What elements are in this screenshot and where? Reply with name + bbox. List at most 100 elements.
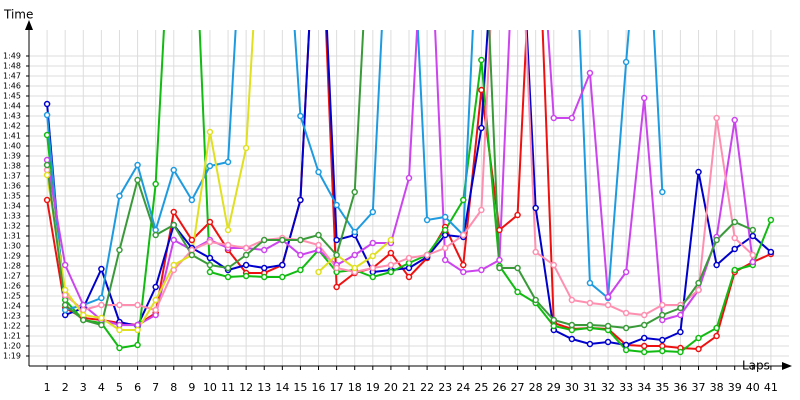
point bbox=[405, 254, 413, 262]
y-tick-label: 1:23 bbox=[3, 312, 21, 321]
point bbox=[116, 344, 123, 352]
point bbox=[731, 116, 738, 124]
point bbox=[478, 86, 485, 94]
point bbox=[369, 239, 377, 247]
point bbox=[134, 301, 141, 309]
point bbox=[351, 228, 358, 236]
point bbox=[224, 158, 232, 166]
point bbox=[622, 324, 630, 332]
y-tick-label: 1:27 bbox=[3, 272, 21, 281]
x-axis-title: Laps bbox=[742, 359, 770, 373]
point bbox=[640, 94, 648, 102]
x-tick-label: 12 bbox=[239, 381, 253, 394]
point bbox=[550, 322, 558, 330]
point bbox=[43, 111, 51, 119]
point bbox=[170, 221, 178, 229]
point bbox=[713, 114, 720, 122]
point bbox=[496, 256, 503, 264]
point bbox=[134, 326, 141, 334]
point bbox=[206, 268, 214, 276]
point bbox=[333, 264, 340, 272]
point bbox=[116, 192, 123, 200]
point bbox=[640, 321, 648, 329]
y-tick-label: 1:22 bbox=[3, 322, 21, 331]
x-tick-label: 6 bbox=[134, 381, 141, 394]
point bbox=[315, 268, 322, 276]
x-tick-label: 10 bbox=[203, 381, 217, 394]
point bbox=[279, 236, 286, 244]
point bbox=[43, 171, 51, 179]
point bbox=[351, 251, 358, 259]
point bbox=[713, 261, 720, 269]
point bbox=[767, 216, 775, 224]
point bbox=[640, 348, 648, 356]
y-tick-label: 1:37 bbox=[3, 172, 21, 181]
point bbox=[98, 294, 105, 302]
y-tick-label: 1:24 bbox=[3, 302, 21, 311]
point bbox=[677, 328, 684, 336]
point bbox=[441, 244, 449, 252]
point bbox=[351, 264, 358, 272]
y-tick-label: 1:20 bbox=[3, 342, 21, 351]
x-tick-label: 26 bbox=[492, 381, 506, 394]
point bbox=[152, 180, 159, 188]
x-tick-label: 4 bbox=[98, 381, 105, 394]
x-tick-label: 24 bbox=[456, 381, 470, 394]
x-tick-label: 29 bbox=[547, 381, 561, 394]
point bbox=[333, 283, 340, 291]
series-line bbox=[46, 30, 754, 317]
y-tick-label: 1:48 bbox=[3, 62, 21, 71]
y-tick-label: 1:42 bbox=[3, 122, 21, 131]
point bbox=[206, 238, 214, 246]
x-tick-label: 33 bbox=[619, 381, 633, 394]
point bbox=[695, 168, 702, 176]
point bbox=[713, 236, 720, 244]
point bbox=[604, 338, 612, 346]
point bbox=[206, 261, 214, 269]
point bbox=[43, 196, 51, 204]
point bbox=[659, 311, 666, 319]
point bbox=[134, 176, 141, 184]
x-tick-label: 31 bbox=[583, 381, 597, 394]
point bbox=[586, 299, 594, 307]
point bbox=[550, 316, 558, 324]
x-tick-label: 17 bbox=[330, 381, 344, 394]
point bbox=[98, 301, 105, 309]
point bbox=[61, 286, 69, 294]
y-tick-label: 1:31 bbox=[3, 232, 21, 241]
point bbox=[369, 252, 377, 260]
point bbox=[713, 324, 720, 332]
point bbox=[640, 342, 648, 350]
x-tick-label: 32 bbox=[601, 381, 615, 394]
y-tick-label: 1:19 bbox=[3, 352, 21, 361]
point bbox=[315, 168, 322, 176]
x-tick-label: 38 bbox=[710, 381, 724, 394]
point bbox=[496, 264, 503, 272]
x-tick-label: 9 bbox=[188, 381, 195, 394]
point bbox=[514, 211, 521, 219]
y-tick-label: 1:44 bbox=[3, 102, 21, 111]
point bbox=[749, 226, 757, 234]
point bbox=[659, 347, 666, 355]
x-tick-label: 20 bbox=[384, 381, 398, 394]
point bbox=[116, 326, 123, 334]
y-axis-arrow bbox=[25, 20, 33, 30]
point bbox=[224, 241, 232, 249]
point bbox=[586, 321, 594, 329]
point bbox=[242, 261, 250, 269]
point bbox=[659, 301, 666, 309]
x-tick-label: 2 bbox=[62, 381, 69, 394]
point bbox=[478, 56, 485, 64]
point bbox=[532, 296, 539, 304]
point bbox=[622, 268, 630, 276]
point bbox=[568, 335, 576, 343]
x-tick-label: 15 bbox=[293, 381, 307, 394]
point bbox=[604, 301, 612, 309]
point bbox=[224, 264, 232, 272]
point bbox=[242, 144, 250, 152]
point bbox=[550, 114, 558, 122]
point bbox=[206, 218, 214, 226]
point bbox=[423, 216, 431, 224]
x-axis-arrow bbox=[782, 362, 792, 370]
point bbox=[695, 334, 702, 342]
